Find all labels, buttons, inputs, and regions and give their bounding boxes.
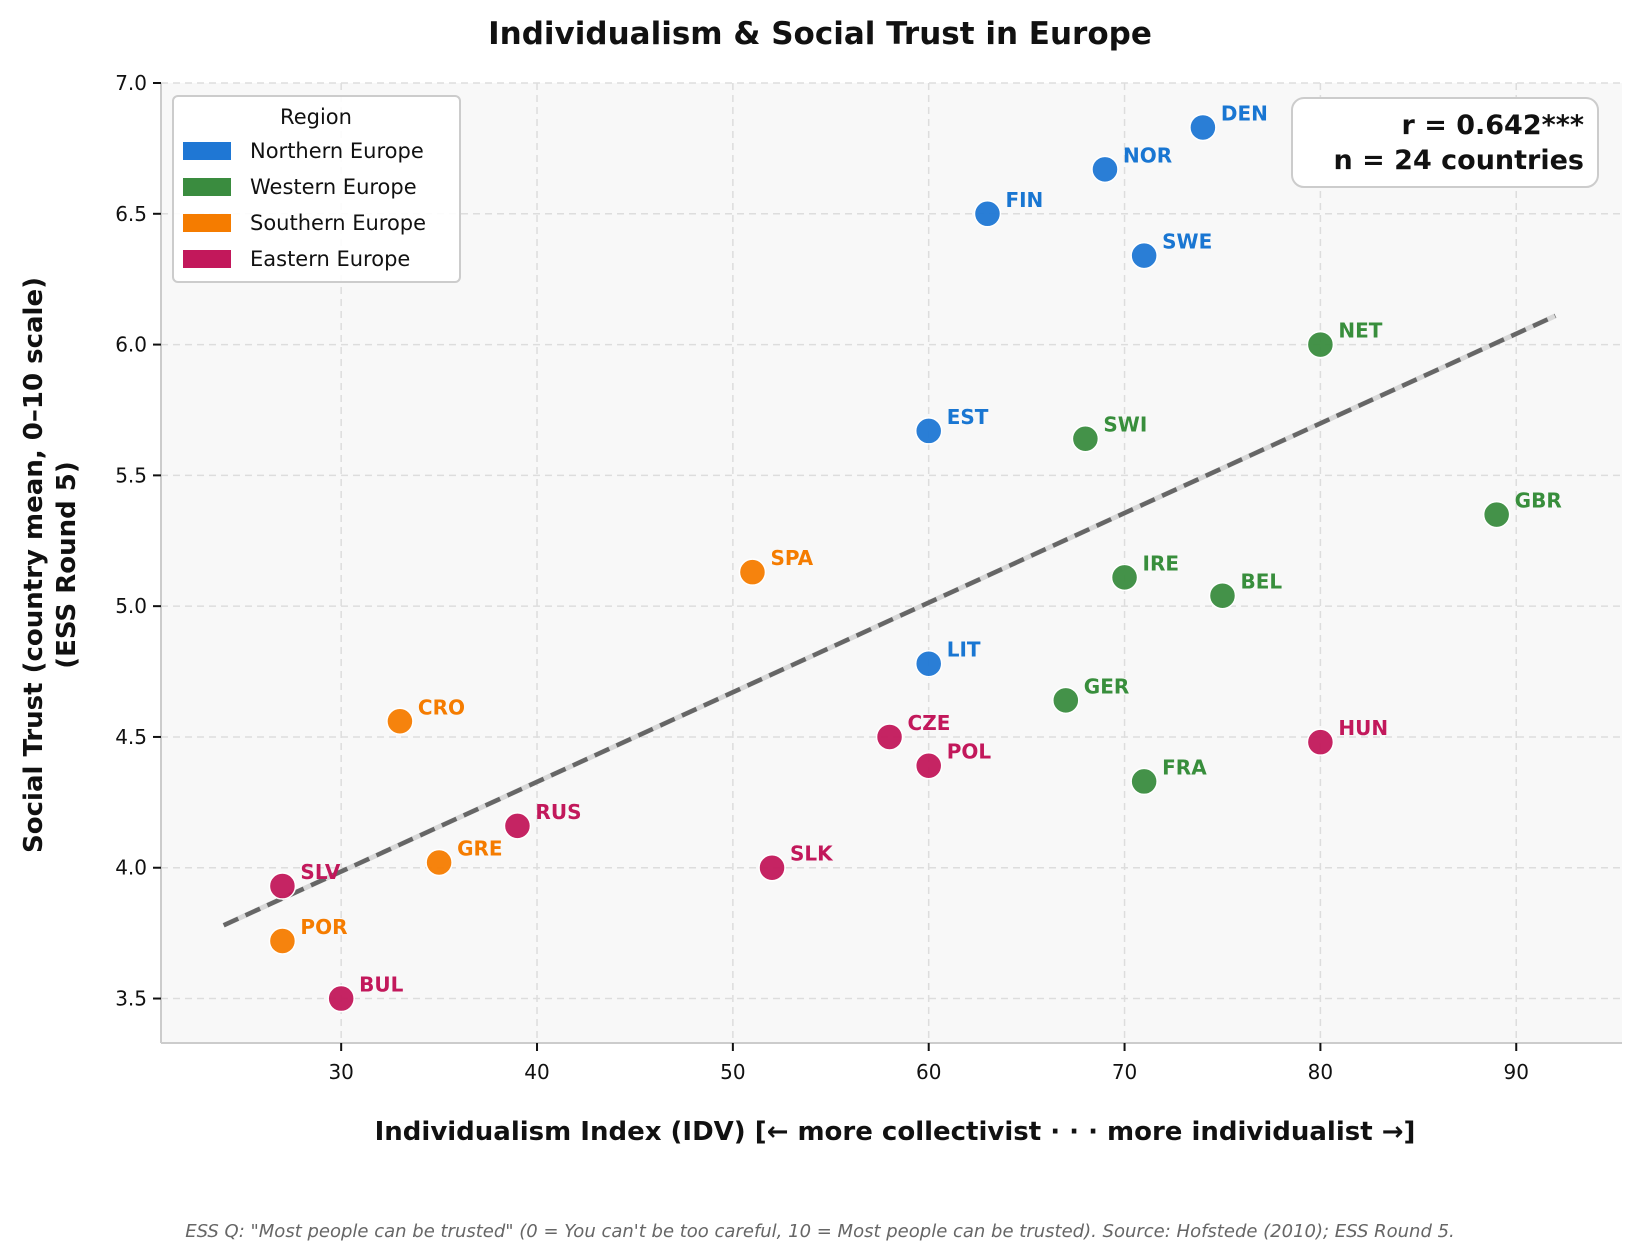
y-tick-label: 7.0 (115, 71, 147, 95)
data-point-lit[interactable] (914, 649, 943, 678)
y-axis-ticks: 3.5 4.0 4.5 5.0 5.5 6.0 6.5 7.0 (115, 71, 161, 1011)
point-label-por: POR (300, 915, 347, 939)
y-axis-label-line2: (ESS Round 5) (52, 461, 82, 669)
legend-label: Northern Europe (250, 139, 424, 163)
data-point-gre[interactable] (425, 848, 453, 877)
x-tick-label: 90 (1504, 1060, 1529, 1084)
point-label-spa: SPA (770, 546, 813, 570)
data-point-swi[interactable] (1071, 424, 1100, 453)
point-label-net: NET (1338, 319, 1382, 343)
data-point-pol[interactable] (914, 751, 943, 780)
x-axis-ticks: 30 40 50 60 70 80 90 (328, 1043, 1529, 1084)
data-point-hun[interactable] (1306, 728, 1335, 756)
point-label-swe: SWE (1162, 230, 1212, 254)
annotation-box (1291, 97, 1599, 188)
point-label-bel: BEL (1240, 570, 1282, 594)
series-western-europe: NET SWI GBR IRE BEL GER FRA (1052, 319, 1562, 796)
axes (160, 83, 1622, 1044)
data-point-cze[interactable] (875, 723, 904, 751)
y-tick-label: 5.0 (115, 594, 147, 618)
point-label-cze: CZE (908, 711, 951, 735)
series-northern-europe: DEN NOR FIN SWE EST LIT (914, 101, 1268, 678)
correlation-annotation: r = 0.642*** n = 24 countries (1291, 97, 1599, 188)
trend-line (222, 313, 1557, 928)
legend-label: Eastern Europe (250, 247, 410, 271)
correlation-value: r = 0.642*** (1401, 110, 1584, 141)
legend-title: Region (280, 105, 352, 129)
data-points: DEN NOR FIN SWE EST LIT NET SWI GBR IRE BEL GER FRA S… (268, 101, 1562, 1013)
data-point-ire[interactable] (1110, 563, 1139, 592)
point-label-gbr: GBR (1515, 489, 1562, 513)
x-tick-label: 70 (1112, 1060, 1137, 1084)
data-point-fra[interactable] (1130, 767, 1158, 796)
x-tick-label: 60 (916, 1060, 941, 1084)
data-point-swe[interactable] (1130, 241, 1158, 270)
y-axis-label: Social Trust (country mean, 0–10 scale) … (19, 277, 82, 853)
data-point-gbr[interactable] (1482, 500, 1511, 529)
point-label-est: EST (947, 405, 989, 429)
legend-label: Southern Europe (250, 211, 426, 235)
data-point-bel[interactable] (1208, 581, 1237, 610)
data-point-est[interactable] (914, 417, 943, 445)
legend-swatch (183, 142, 231, 160)
data-point-nor[interactable] (1091, 155, 1119, 184)
data-point-net[interactable] (1306, 330, 1335, 359)
data-point-fin[interactable] (973, 200, 1002, 228)
x-tick-label: 30 (328, 1060, 353, 1084)
data-point-slv[interactable] (268, 872, 297, 900)
point-label-pol: POL (947, 740, 992, 764)
data-point-slk[interactable] (758, 853, 786, 882)
data-point-bul[interactable] (327, 984, 355, 1013)
y-tick-label: 6.0 (115, 333, 147, 357)
y-tick-label: 4.5 (115, 725, 147, 749)
data-point-por[interactable] (268, 927, 297, 955)
legend-box (172, 95, 461, 283)
y-tick-label: 4.0 (115, 856, 147, 880)
point-label-fin: FIN (1005, 188, 1043, 212)
x-axis-label: Individualism Index (IDV) [← more collec… (375, 1117, 1416, 1147)
data-point-ger[interactable] (1052, 686, 1080, 715)
point-label-lit: LIT (947, 638, 981, 662)
point-label-slv: SLV (300, 860, 340, 884)
footnote: ESS Q: "Most people can be trusted" (0 =… (185, 1221, 1455, 1242)
trend-line-group (222, 313, 1557, 928)
chart-title: Individualism & Social Trust in Europe (488, 16, 1152, 52)
point-label-rus: RUS (535, 800, 581, 824)
point-label-ire: IRE (1143, 551, 1180, 575)
legend-swatch (183, 214, 231, 232)
point-label-slk: SLK (790, 842, 834, 866)
y-tick-label: 5.5 (115, 463, 147, 487)
point-label-cro: CRO (418, 695, 465, 719)
legend-swatch (183, 250, 231, 268)
x-tick-label: 40 (524, 1060, 549, 1084)
data-point-spa[interactable] (738, 558, 767, 586)
point-label-hun: HUN (1338, 716, 1388, 740)
gridlines (161, 82, 1622, 1043)
series-eastern-europe: CZE POL HUN RUS SLK SLV BUL (268, 711, 1388, 1013)
point-label-ger: GER (1084, 674, 1129, 698)
data-point-den[interactable] (1189, 113, 1217, 142)
point-label-den: DEN (1221, 101, 1268, 125)
y-tick-label: 3.5 (115, 987, 147, 1011)
point-label-bul: BUL (359, 973, 403, 997)
x-tick-label: 80 (1308, 1060, 1333, 1084)
x-tick-label: 50 (720, 1060, 745, 1084)
point-label-nor: NOR (1123, 143, 1172, 167)
data-point-rus[interactable] (503, 812, 532, 840)
data-point-cro[interactable] (386, 707, 414, 736)
point-label-gre: GRE (457, 837, 502, 861)
point-label-swi: SWI (1103, 413, 1147, 437)
y-tick-label: 6.5 (115, 202, 147, 226)
point-label-fra: FRA (1162, 755, 1207, 779)
series-southern-europe: SPA CRO GRE POR (268, 546, 814, 955)
legend-swatch (183, 178, 231, 196)
sample-size: n = 24 countries (1334, 145, 1584, 176)
legend: Region Northern Europe Western Europe Sout… (172, 95, 461, 283)
legend-label: Western Europe (250, 175, 417, 199)
y-axis-label-line1: Social Trust (country mean, 0–10 scale) (19, 277, 49, 853)
